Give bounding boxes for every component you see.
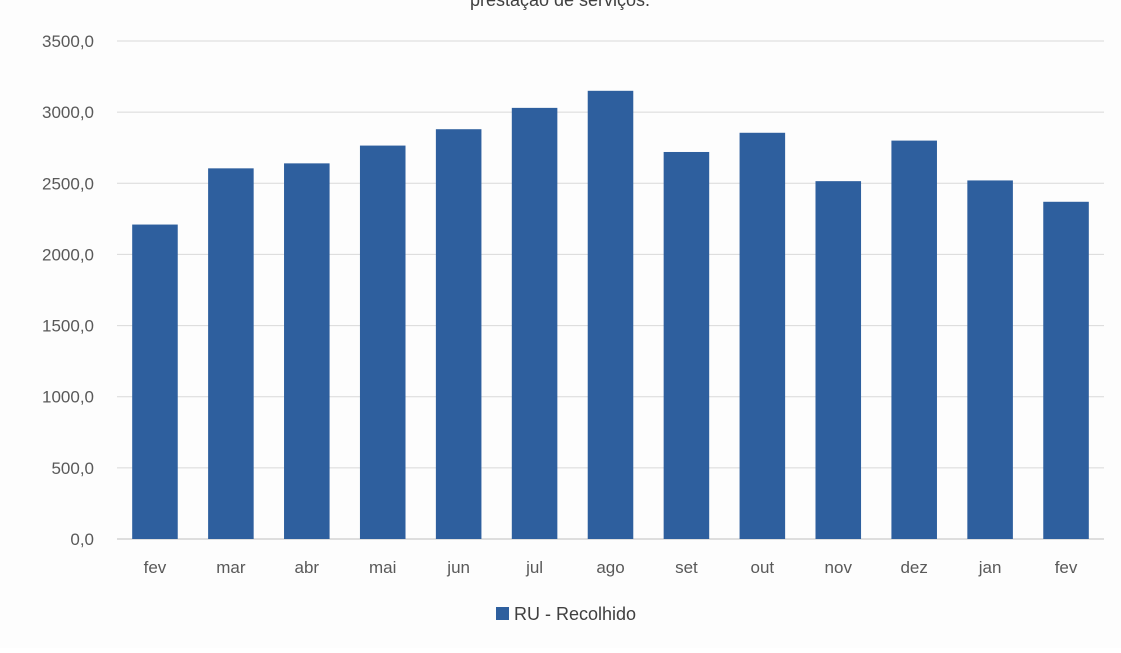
bar: [663, 151, 710, 540]
bar: [587, 90, 634, 540]
bar: [132, 224, 178, 539]
bar: [891, 140, 937, 539]
y-tick-label: 0,0: [70, 530, 94, 549]
x-tick-label: ago: [596, 558, 624, 577]
bar: [208, 168, 254, 540]
x-axis-ticks: fev mar abr mai jun jul ago set out nov dez jan fev: [144, 558, 1078, 577]
y-tick-label: 1500,0: [42, 317, 94, 336]
y-tick-label: 500,0: [51, 459, 94, 478]
bar: [1043, 201, 1089, 540]
y-axis-ticks: 0,0 500,0 1000,0 1500,0 2000,0 2500,0 3000,0 35…: [42, 32, 94, 549]
chart-title: prestação de serviços.: [470, 0, 650, 10]
x-tick-label: mar: [216, 558, 246, 577]
x-tick-label: dez: [900, 558, 927, 577]
x-tick-label: set: [675, 558, 698, 577]
legend: RU - Recolhido: [496, 604, 636, 624]
legend-label: RU - Recolhido: [514, 604, 636, 624]
x-tick-label: fev: [1055, 558, 1078, 577]
y-tick-label: 3000,0: [42, 103, 94, 122]
y-tick-label: 2500,0: [42, 174, 94, 193]
x-tick-label: fev: [144, 558, 167, 577]
bar: [284, 163, 330, 539]
bar: [435, 129, 482, 539]
x-tick-label: jan: [978, 558, 1002, 577]
y-tick-label: 3500,0: [42, 32, 94, 51]
bar: [359, 145, 406, 539]
x-tick-label: mai: [369, 558, 396, 577]
bar: [739, 132, 786, 539]
bar: [967, 180, 1013, 539]
x-tick-label: out: [751, 558, 775, 577]
x-tick-label: abr: [295, 558, 320, 577]
bar: [511, 107, 558, 540]
x-tick-label: nov: [825, 558, 853, 577]
x-tick-label: jun: [446, 558, 470, 577]
y-tick-label: 2000,0: [42, 245, 94, 264]
x-tick-label: jul: [525, 558, 543, 577]
bar: [815, 181, 862, 539]
bars: [132, 90, 1089, 540]
legend-swatch: [496, 607, 509, 620]
y-tick-label: 1000,0: [42, 388, 94, 407]
